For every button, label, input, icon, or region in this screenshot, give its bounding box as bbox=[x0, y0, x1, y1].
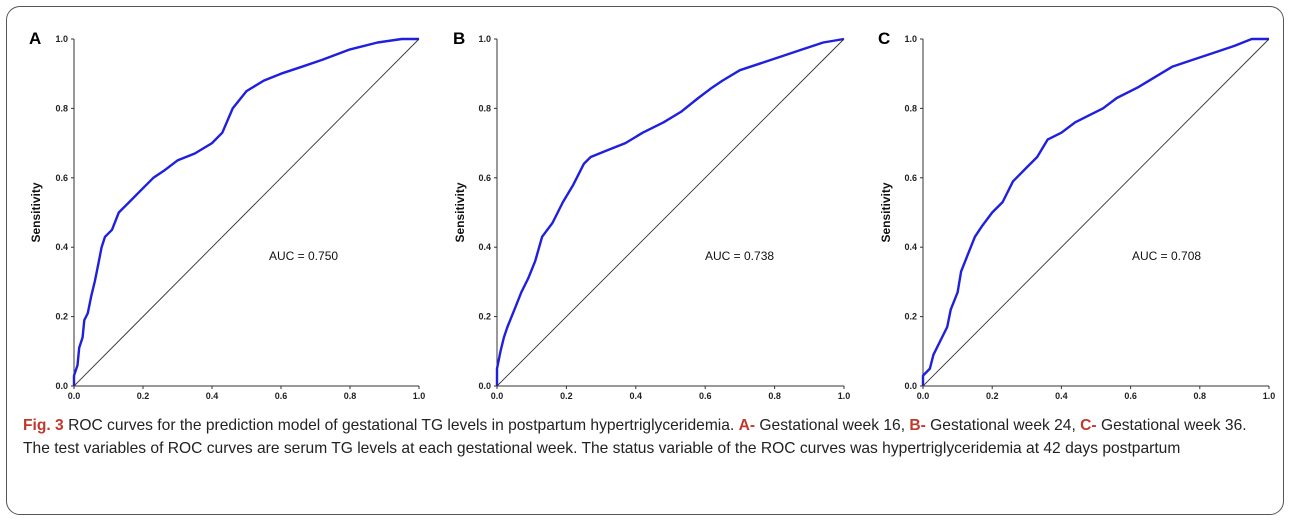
panel-b-y-tick-label: 0.4 bbox=[478, 242, 491, 252]
panel-c-x-tick-label: 0.8 bbox=[1194, 391, 1207, 401]
panel-b-x-tick-label: 0.4 bbox=[630, 391, 643, 401]
panel-b-x-tick-label: 0.0 bbox=[491, 391, 504, 401]
panel-b-x-tick-label: 1.0 bbox=[838, 391, 851, 401]
panel-b-x-tick-label: 0.8 bbox=[768, 391, 781, 401]
panel-a-y-tick-label: 0.2 bbox=[55, 312, 68, 322]
panel-a-y-tick-label: 1.0 bbox=[55, 34, 68, 44]
panel-b-x-tick-label: 0.6 bbox=[699, 391, 712, 401]
caption-text-c: Gestational week 36. The test variables … bbox=[23, 417, 1247, 457]
panel-c-y-axis-label: Sensitivity bbox=[879, 182, 893, 242]
panel-c-x-tick-label: 0.6 bbox=[1124, 391, 1137, 401]
panel-a-reference-line bbox=[73, 38, 420, 387]
panel-b-label: B bbox=[453, 29, 465, 48]
figure-panels: 0.00.20.40.60.81.00.00.20.40.60.81.01 - … bbox=[29, 29, 1276, 401]
panel-a-y-tick-label: 0.6 bbox=[55, 173, 68, 183]
panel-b-x-tick-label: 0.2 bbox=[560, 391, 573, 401]
panel-b-roc-curve bbox=[495, 37, 845, 386]
caption-label-b: B- bbox=[909, 417, 926, 434]
caption-text-b: Gestational week 24, bbox=[925, 417, 1081, 434]
panel-c-y-tick-label: 1.0 bbox=[904, 34, 917, 44]
panel-c-reference-line bbox=[922, 38, 1270, 387]
panel-c-label: C bbox=[878, 29, 890, 48]
panel-c-y-tick-label: 0.6 bbox=[904, 173, 917, 183]
figure-caption: Fig. 3 ROC curves for the prediction mod… bbox=[23, 414, 1273, 460]
panel-a-auc-annotation: AUC = 0.750 bbox=[269, 249, 338, 263]
caption-text-intro: ROC curves for the prediction model of g… bbox=[63, 417, 739, 434]
panel-c-y-tick-label: 0.4 bbox=[904, 242, 917, 252]
figure-frame: 0.00.20.40.60.81.00.00.20.40.60.81.01 - … bbox=[6, 6, 1284, 515]
panel-a-roc-curve bbox=[72, 37, 419, 386]
panel-a-y-axis-label: Sensitivity bbox=[29, 182, 43, 242]
panel-b-auc-annotation: AUC = 0.738 bbox=[705, 249, 774, 263]
panel-c-auc-annotation: AUC = 0.708 bbox=[1132, 249, 1201, 263]
panel-a-y-tick-label: 0.4 bbox=[55, 242, 68, 252]
panel-c-x-tick-label: 1.0 bbox=[1263, 391, 1276, 401]
panel-c-y-tick-label: 0.2 bbox=[904, 312, 917, 322]
panel-a-y-tick-label: 0.8 bbox=[55, 103, 68, 113]
panel-b-y-axis-label: Sensitivity bbox=[453, 182, 467, 242]
panel-c-x-tick-label: 0.0 bbox=[917, 391, 930, 401]
panel-a-x-tick-label: 0.6 bbox=[275, 391, 288, 401]
caption-label-c: C- bbox=[1080, 417, 1097, 434]
panel-b-y-tick-label: 0.6 bbox=[478, 173, 491, 183]
caption-label-a: A- bbox=[738, 417, 756, 434]
caption-text-a: Gestational week 16, bbox=[755, 417, 910, 434]
panel-b-y-tick-label: 0.2 bbox=[478, 312, 491, 322]
panel-c-x-tick-label: 0.2 bbox=[986, 391, 999, 401]
panel-b-y-tick-label: 1.0 bbox=[478, 34, 491, 44]
panel-a-x-tick-label: 0.0 bbox=[68, 391, 81, 401]
panel-c-roc-curve bbox=[921, 37, 1269, 386]
panel-c-x-tick-label: 0.4 bbox=[1055, 391, 1068, 401]
panel-a-label: A bbox=[29, 29, 41, 48]
panel-c-y-tick-label: 0.0 bbox=[904, 381, 917, 391]
caption-fig-label: Fig. 3 bbox=[23, 417, 64, 434]
panel-b-y-tick-label: 0.0 bbox=[478, 381, 491, 391]
panel-b-reference-line bbox=[496, 38, 845, 387]
panel-a-x-tick-label: 0.4 bbox=[206, 391, 219, 401]
panel-b-y-tick-label: 0.8 bbox=[478, 103, 491, 113]
panel-a-x-tick-label: 0.8 bbox=[344, 391, 357, 401]
panel-c-y-tick-label: 0.8 bbox=[904, 103, 917, 113]
panel-a-y-tick-label: 0.0 bbox=[55, 381, 68, 391]
panel-a-x-tick-label: 1.0 bbox=[413, 391, 426, 401]
panel-a-x-tick-label: 0.2 bbox=[137, 391, 150, 401]
